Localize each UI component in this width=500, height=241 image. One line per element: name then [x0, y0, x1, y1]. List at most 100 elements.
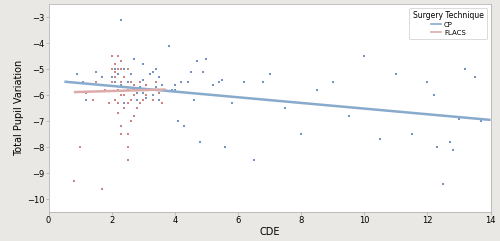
Point: [250, 158, 258, 162]
Point: [89, 99, 97, 102]
Point: [117, 60, 125, 63]
Point: [392, 73, 400, 76]
Point: [196, 140, 204, 144]
Point: [117, 83, 125, 87]
Point: [117, 125, 125, 128]
Point: [108, 80, 116, 84]
Point: [76, 145, 84, 149]
Point: [155, 75, 163, 79]
X-axis label: CDE: CDE: [260, 227, 280, 237]
Point: [124, 132, 132, 136]
Point: [240, 80, 248, 84]
Point: [98, 187, 106, 191]
Point: [98, 75, 106, 79]
Point: [73, 73, 81, 76]
Point: [149, 70, 157, 74]
Point: [297, 132, 305, 136]
Point: [111, 80, 119, 84]
Point: [142, 96, 150, 100]
Legend: CP, FLACS: CP, FLACS: [410, 8, 487, 39]
Point: [70, 179, 78, 183]
Point: [162, 88, 170, 92]
Point: [140, 91, 147, 94]
Point: [114, 67, 122, 71]
Point: [360, 54, 368, 58]
Point: [104, 101, 112, 105]
Point: [114, 88, 122, 92]
Point: [260, 80, 268, 84]
Point: [313, 88, 321, 92]
Point: [471, 75, 479, 79]
Point: [186, 70, 194, 74]
Point: [117, 67, 125, 71]
Point: [133, 99, 141, 102]
Point: [111, 67, 119, 71]
Point: [376, 138, 384, 141]
Point: [111, 99, 119, 102]
Point: [446, 140, 454, 144]
Point: [108, 67, 116, 71]
Point: [146, 73, 154, 76]
Point: [124, 88, 132, 92]
Point: [80, 80, 88, 84]
Point: [200, 70, 207, 74]
Point: [136, 80, 144, 84]
Point: [124, 101, 132, 105]
Point: [448, 148, 456, 152]
Point: [174, 119, 182, 123]
Point: [266, 73, 274, 76]
Point: [124, 145, 132, 149]
Point: [114, 101, 122, 105]
Point: [184, 80, 192, 84]
Point: [130, 88, 138, 92]
Point: [282, 106, 290, 110]
Point: [120, 67, 128, 71]
Point: [130, 114, 138, 118]
Point: [120, 101, 128, 105]
Point: [82, 99, 90, 102]
Point: [92, 70, 100, 74]
Point: [136, 86, 144, 89]
Point: [126, 73, 134, 76]
Point: [130, 83, 138, 87]
Point: [142, 83, 150, 87]
Point: [171, 88, 179, 92]
Point: [218, 78, 226, 81]
Point: [408, 132, 416, 136]
Point: [140, 99, 147, 102]
Point: [202, 57, 210, 61]
Point: [142, 83, 150, 87]
Point: [92, 80, 100, 84]
Point: [124, 158, 132, 162]
Point: [108, 54, 116, 58]
Point: [146, 88, 154, 92]
Point: [111, 70, 119, 74]
Point: [140, 62, 147, 66]
Point: [228, 101, 235, 105]
Point: [117, 132, 125, 136]
Point: [120, 106, 128, 110]
Point: [180, 125, 188, 128]
Point: [120, 75, 128, 79]
Point: [484, 213, 492, 217]
Point: [136, 101, 144, 105]
Point: [164, 44, 172, 48]
Point: [126, 99, 134, 102]
Point: [193, 60, 201, 63]
Point: [433, 145, 441, 149]
Point: [120, 93, 128, 97]
Point: [149, 93, 157, 97]
Point: [140, 78, 147, 81]
Point: [82, 91, 90, 94]
Point: [190, 99, 198, 102]
Point: [124, 80, 132, 84]
Point: [111, 62, 119, 66]
Point: [133, 88, 141, 92]
Point: [177, 80, 185, 84]
Point: [111, 75, 119, 79]
Point: [117, 93, 125, 97]
Point: [477, 119, 485, 123]
Point: [158, 101, 166, 105]
Point: [209, 83, 217, 87]
Point: [133, 106, 141, 110]
